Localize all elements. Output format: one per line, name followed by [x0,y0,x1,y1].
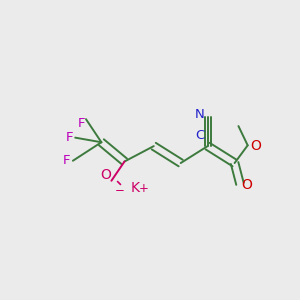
Text: N: N [195,108,205,121]
Text: K: K [131,181,140,195]
Text: F: F [65,131,73,144]
Text: F: F [63,154,70,167]
Text: O: O [242,178,252,192]
Text: F: F [78,117,85,130]
Text: C: C [195,129,205,142]
Text: O: O [100,167,111,182]
Text: O: O [250,139,261,153]
Text: +: + [139,182,149,195]
Text: −: − [115,184,124,197]
